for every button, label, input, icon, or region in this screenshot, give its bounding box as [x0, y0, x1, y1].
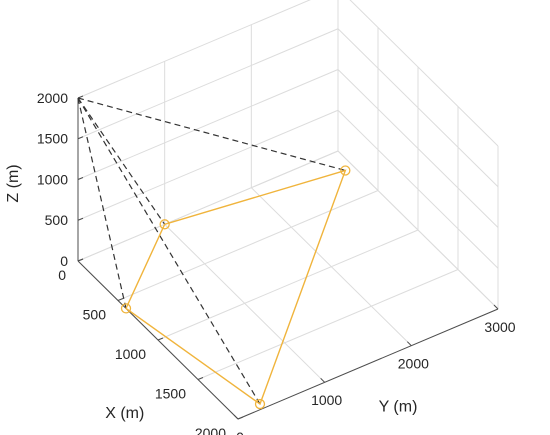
side-grid-z [337, 28, 499, 188]
x-tick-label: 1000 [115, 346, 146, 362]
z-tick-mark [77, 177, 84, 180]
wall-grid-z [77, 0, 311, 99]
z-tick-label: 0 [60, 253, 68, 269]
z-tick-mark [77, 217, 84, 221]
ground-point-marker [159, 219, 170, 230]
y-axis-line [237, 308, 499, 420]
floor-grid-y [164, 223, 326, 383]
x-tick-label: 0 [58, 267, 66, 283]
x-tick-mark [157, 337, 164, 341]
side-grid-z [337, 109, 499, 269]
dashed-ray [77, 97, 261, 405]
side-grid-z [349, 0, 499, 147]
z-tick-label: 500 [45, 212, 69, 228]
ground-point-marker [120, 303, 132, 314]
y-tick-mark [233, 414, 239, 420]
wall-grid-z [77, 109, 339, 221]
z-tick-label: 2000 [37, 90, 68, 106]
side-grid-z [337, 150, 499, 310]
x-tick-mark [237, 416, 244, 420]
x-tick-label: 2000 [195, 425, 226, 435]
dashed-ray [77, 97, 346, 172]
z-tick-mark [77, 136, 84, 140]
x-tick-mark [197, 377, 204, 380]
y-tick-label: 1000 [311, 392, 342, 408]
x-tick-label: 500 [83, 306, 107, 322]
wall-grid-z [77, 150, 339, 262]
y-tick-mark [493, 304, 499, 310]
x-tick-mark [117, 298, 124, 301]
data-layer [77, 97, 351, 410]
dashed-ray [77, 97, 127, 309]
ground-point-marker [340, 165, 351, 176]
side-grid-z [337, 69, 499, 228]
y-tick-mark [320, 377, 326, 383]
y-tick-label: 0 [236, 429, 244, 435]
wall-grid-z [77, 28, 339, 140]
z-tick-label: 1000 [37, 171, 68, 187]
label-layer: 0 500 1000 1500 2000 0 500 1000 1500 2000 0 1000 200… [5, 90, 516, 435]
y-tick-label: 2000 [398, 356, 429, 372]
y-axis-title: Y (m) [379, 399, 418, 416]
y-tick-label: 3000 [484, 319, 515, 335]
x-axis-title: X (m) [105, 405, 144, 422]
axis-layer [77, 95, 499, 420]
floor-grid-x [157, 229, 419, 341]
dashed-ray [77, 97, 166, 225]
z-tick-label: 1500 [37, 131, 68, 147]
ground-point-marker [254, 398, 266, 410]
floor-grid-x [197, 269, 459, 380]
floor-grid-x [117, 190, 379, 301]
x-tick-mark [77, 258, 84, 262]
wall-grid-z [77, 69, 339, 180]
x-tick-label: 1500 [155, 385, 186, 401]
y-tick-mark [406, 341, 412, 347]
floor-grid-y [250, 187, 412, 347]
ground-polygon [125, 169, 347, 406]
z-axis-title: Z (m) [5, 164, 22, 202]
